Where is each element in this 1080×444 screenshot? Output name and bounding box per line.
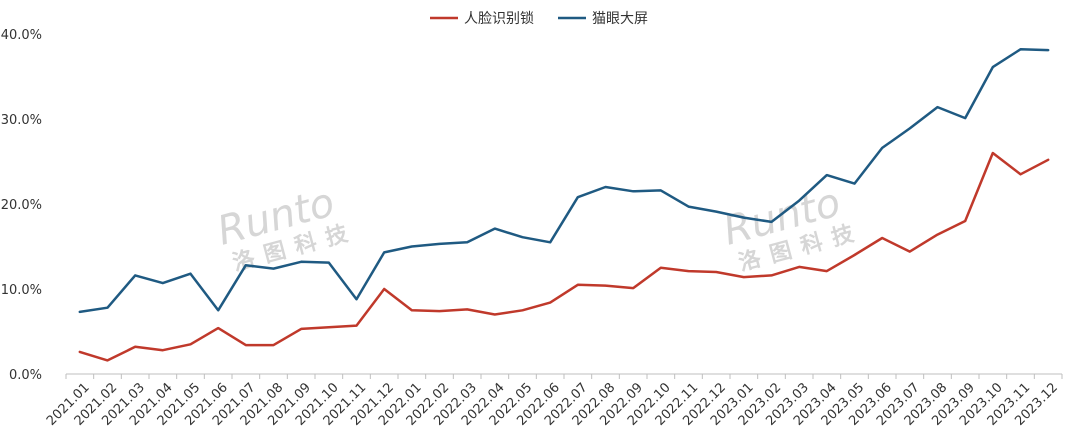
series-lines <box>78 48 1050 362</box>
legend: 人脸识别锁 猫眼大屏 <box>430 11 648 27</box>
series-line-2 <box>78 48 1050 314</box>
y-tick-label: 40.0% <box>1 28 42 43</box>
series-line-1 <box>78 151 1050 362</box>
legend-label: 猫眼大屏 <box>592 11 648 27</box>
y-tick-label: 0.0% <box>9 368 42 383</box>
y-tick-label: 10.0% <box>1 283 42 298</box>
legend-label: 人脸识别锁 <box>464 11 534 27</box>
y-tick-label: 30.0% <box>1 113 42 128</box>
y-axis: 0.0% 10.0% 20.0% 30.0% 40.0% <box>1 28 42 383</box>
x-axis: 2021.012021.022021.032021.042021.052021.… <box>44 373 1063 429</box>
y-tick-label: 20.0% <box>1 198 42 213</box>
